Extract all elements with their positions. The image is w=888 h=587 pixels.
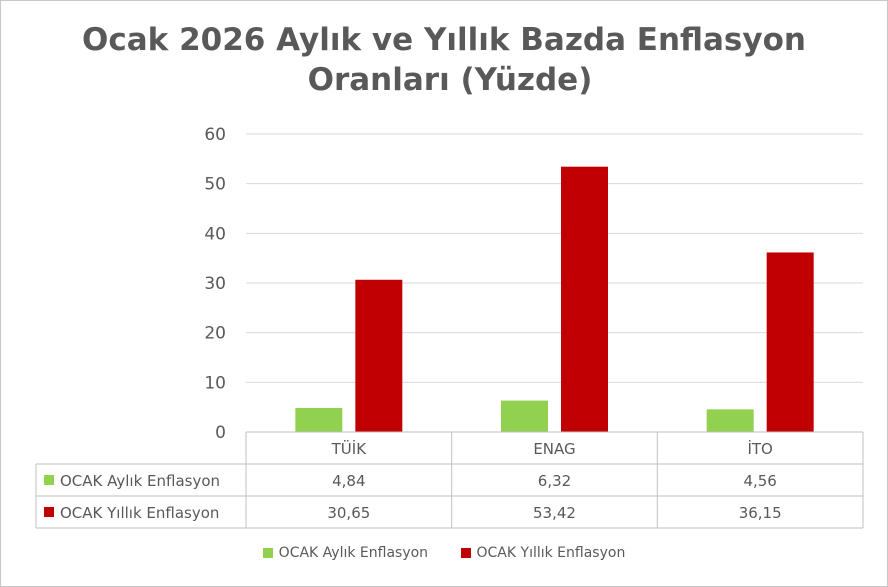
table-row-label: OCAK Yıllık Enflasyon: [60, 504, 219, 522]
data-label: 53,42: [533, 504, 576, 522]
bar: [561, 166, 608, 432]
bar: [295, 407, 343, 432]
chart-legend: OCAK Aylık Enflasyon OCAK Yıllık Enflasy…: [0, 545, 888, 561]
bar: [766, 252, 814, 432]
legend-label-annual: OCAK Yıllık Enflasyon: [476, 545, 626, 561]
category-label: İTO: [747, 439, 772, 458]
bar: [355, 279, 403, 432]
legend-item-annual: OCAK Yıllık Enflasyon: [460, 545, 626, 561]
chart-title-line1: Ocak 2026 Aylık ve Yıllık Bazda Enflasyo…: [82, 22, 806, 58]
table-legend-key: [44, 507, 54, 517]
bar: [706, 409, 754, 432]
legend-swatch-monthly: [262, 548, 273, 558]
y-tick-label: 40: [204, 224, 226, 244]
category-label: TÜİK: [331, 439, 368, 458]
legend-item-monthly: OCAK Aylık Enflasyon: [262, 545, 429, 561]
data-label: 6,32: [538, 472, 571, 490]
y-tick-label: 10: [204, 373, 226, 393]
data-label: 30,65: [327, 504, 370, 522]
data-label: 4,84: [332, 472, 365, 490]
chart-title: Ocak 2026 Aylık ve Yıllık Bazda Enflasyo…: [0, 20, 888, 100]
y-tick-label: 30: [204, 274, 226, 294]
data-label: 36,15: [739, 504, 782, 522]
legend-label-monthly: OCAK Aylık Enflasyon: [278, 545, 429, 561]
bar-chart: 0 10 20 30 40 50 60 TÜİK ENAG İTO OCAK Aylık Enfla…: [35, 125, 864, 529]
y-tick-label: 20: [204, 324, 226, 344]
legend-swatch-annual: [460, 548, 471, 558]
table-legend-key: [44, 475, 54, 485]
chart-title-line2: Oranları (Yüzde): [307, 62, 593, 98]
table-row-label: OCAK Aylık Enflasyon: [60, 472, 220, 490]
y-tick-label: 60: [204, 125, 226, 145]
bar: [501, 400, 548, 432]
category-label: ENAG: [533, 440, 575, 458]
y-tick-label: 50: [204, 175, 226, 195]
y-tick-label: 0: [215, 423, 226, 443]
data-label: 4,56: [743, 472, 776, 490]
